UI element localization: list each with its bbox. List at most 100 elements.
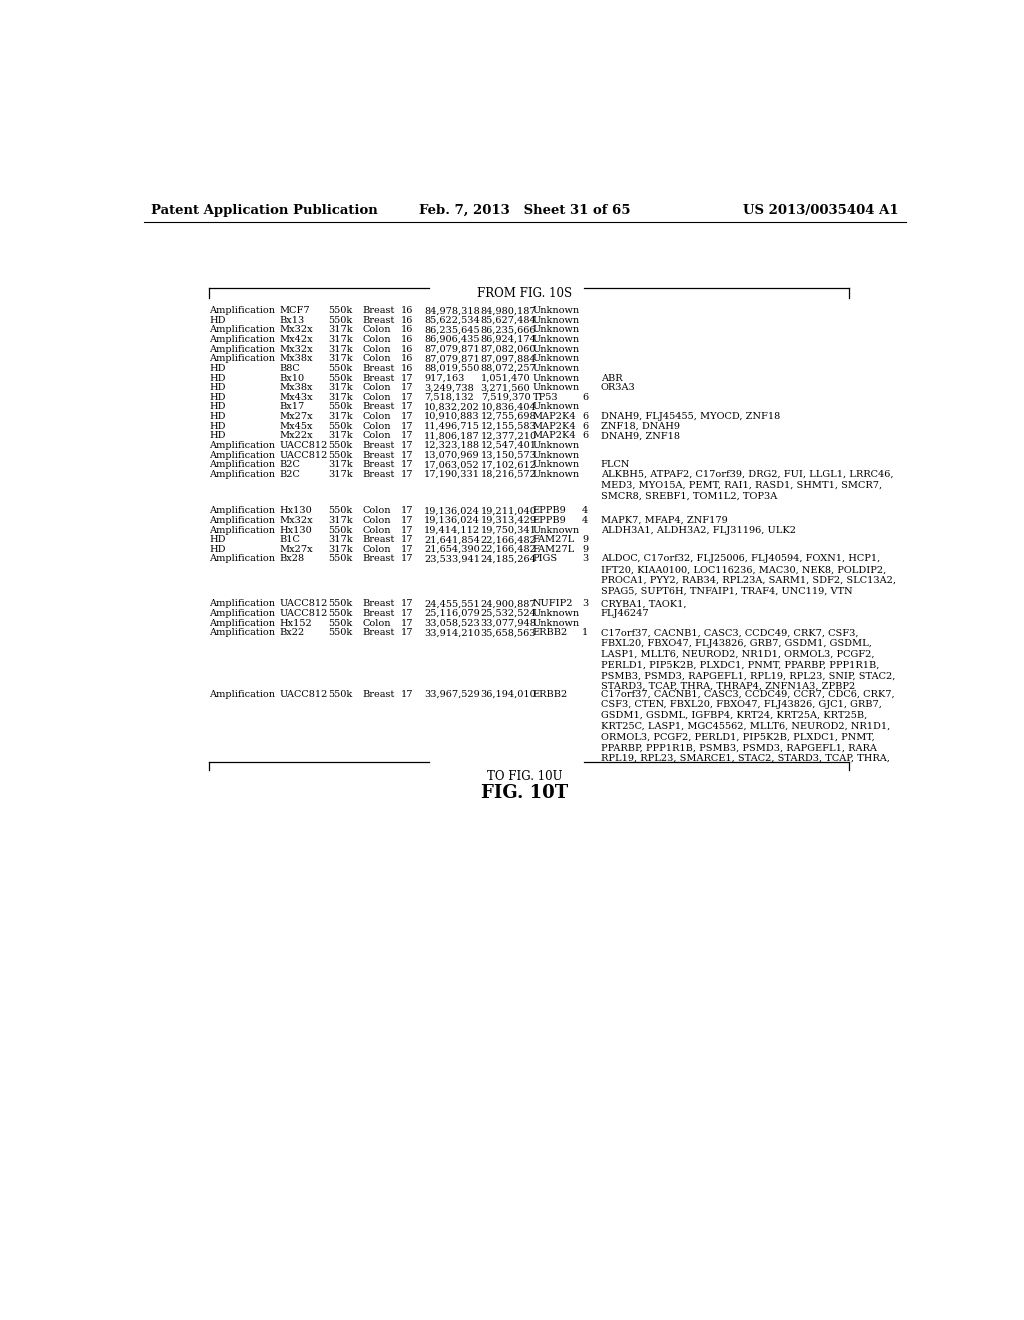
Text: HD: HD — [209, 383, 226, 392]
Text: Amplification: Amplification — [209, 619, 275, 627]
Text: Colon: Colon — [362, 422, 390, 430]
Text: Breast: Breast — [362, 689, 394, 698]
Text: Colon: Colon — [362, 619, 390, 627]
Text: 17: 17 — [400, 535, 414, 544]
Text: Breast: Breast — [362, 315, 394, 325]
Text: Breast: Breast — [362, 450, 394, 459]
Text: 317k: 317k — [328, 432, 352, 441]
Text: 550k: 550k — [328, 599, 352, 609]
Text: 3: 3 — [583, 599, 589, 609]
Text: 317k: 317k — [328, 354, 352, 363]
Text: Hx152: Hx152 — [280, 619, 312, 627]
Text: 9: 9 — [583, 535, 588, 544]
Text: 86,235,645: 86,235,645 — [424, 326, 479, 334]
Text: 12,755,698: 12,755,698 — [480, 412, 537, 421]
Text: 22,166,482: 22,166,482 — [480, 535, 537, 544]
Text: MAP2K4: MAP2K4 — [532, 432, 577, 441]
Text: 12,323,188: 12,323,188 — [424, 441, 480, 450]
Text: 3: 3 — [583, 554, 589, 564]
Text: 84,980,187: 84,980,187 — [480, 306, 537, 315]
Text: Colon: Colon — [362, 412, 390, 421]
Text: 17: 17 — [400, 432, 414, 441]
Text: 19,136,024: 19,136,024 — [424, 507, 480, 515]
Text: 87,097,884: 87,097,884 — [480, 354, 537, 363]
Text: 6: 6 — [583, 422, 588, 430]
Text: 550k: 550k — [328, 554, 352, 564]
Text: Mx38x: Mx38x — [280, 383, 312, 392]
Text: 317k: 317k — [328, 470, 352, 479]
Text: 17: 17 — [400, 393, 414, 401]
Text: Amplification: Amplification — [209, 554, 275, 564]
Text: B2C: B2C — [280, 470, 300, 479]
Text: HD: HD — [209, 432, 226, 441]
Text: Bx22: Bx22 — [280, 628, 304, 638]
Text: 550k: 550k — [328, 306, 352, 315]
Text: 17: 17 — [400, 422, 414, 430]
Text: C17orf37, CACNB1, CASC3, CCDC49, CRK7, CSF3,
FBXL20, FBXO47, FLJ43826, GRB7, GSD: C17orf37, CACNB1, CASC3, CCDC49, CRK7, C… — [601, 628, 895, 690]
Text: Breast: Breast — [362, 554, 394, 564]
Text: Colon: Colon — [362, 383, 390, 392]
Text: Amplification: Amplification — [209, 441, 275, 450]
Text: 3,271,560: 3,271,560 — [480, 383, 530, 392]
Text: Bx17: Bx17 — [280, 403, 304, 412]
Text: Breast: Breast — [362, 374, 394, 383]
Text: Mx32x: Mx32x — [280, 345, 312, 354]
Text: HD: HD — [209, 374, 226, 383]
Text: 317k: 317k — [328, 545, 352, 554]
Text: ERBB2: ERBB2 — [532, 628, 567, 638]
Text: Mx43x: Mx43x — [280, 393, 312, 401]
Text: Colon: Colon — [362, 326, 390, 334]
Text: 17: 17 — [400, 470, 414, 479]
Text: Amplification: Amplification — [209, 461, 275, 469]
Text: 35,658,563: 35,658,563 — [480, 628, 537, 638]
Text: ALDOC, C17orf32, FLJ25006, FLJ40594, FOXN1, HCP1,
IFT20, KIAA0100, LOC116236, MA: ALDOC, C17orf32, FLJ25006, FLJ40594, FOX… — [601, 554, 896, 595]
Text: HD: HD — [209, 535, 226, 544]
Text: Unknown: Unknown — [532, 364, 580, 374]
Text: 16: 16 — [400, 354, 413, 363]
Text: 17: 17 — [400, 374, 414, 383]
Text: Mx22x: Mx22x — [280, 432, 312, 441]
Text: Amplification: Amplification — [209, 507, 275, 515]
Text: 1: 1 — [583, 628, 589, 638]
Text: 88,072,257: 88,072,257 — [480, 364, 537, 374]
Text: Unknown: Unknown — [532, 619, 580, 627]
Text: ERBB2: ERBB2 — [532, 689, 567, 698]
Text: Feb. 7, 2013   Sheet 31 of 65: Feb. 7, 2013 Sheet 31 of 65 — [419, 205, 631, 218]
Text: 36,194,010: 36,194,010 — [480, 689, 537, 698]
Text: Unknown: Unknown — [532, 374, 580, 383]
Text: Amplification: Amplification — [209, 470, 275, 479]
Text: HD: HD — [209, 315, 226, 325]
Text: 25,532,524: 25,532,524 — [480, 609, 537, 618]
Text: 87,079,871: 87,079,871 — [424, 345, 480, 354]
Text: HD: HD — [209, 422, 226, 430]
Text: 550k: 550k — [328, 364, 352, 374]
Text: Unknown: Unknown — [532, 345, 580, 354]
Text: 11,806,187: 11,806,187 — [424, 432, 480, 441]
Text: 86,906,435: 86,906,435 — [424, 335, 479, 345]
Text: Colon: Colon — [362, 516, 390, 525]
Text: Mx32x: Mx32x — [280, 516, 312, 525]
Text: Colon: Colon — [362, 345, 390, 354]
Text: Breast: Breast — [362, 470, 394, 479]
Text: EPPB9: EPPB9 — [532, 507, 566, 515]
Text: 550k: 550k — [328, 374, 352, 383]
Text: MCF7: MCF7 — [280, 306, 309, 315]
Text: 317k: 317k — [328, 383, 352, 392]
Text: Colon: Colon — [362, 432, 390, 441]
Text: 17: 17 — [400, 441, 414, 450]
Text: 6: 6 — [583, 412, 588, 421]
Text: Amplification: Amplification — [209, 516, 275, 525]
Text: 317k: 317k — [328, 345, 352, 354]
Text: Unknown: Unknown — [532, 354, 580, 363]
Text: 4: 4 — [583, 507, 589, 515]
Text: FAM27L: FAM27L — [532, 545, 574, 554]
Text: Mx38x: Mx38x — [280, 354, 312, 363]
Text: ABR: ABR — [601, 374, 623, 383]
Text: 7,518,132: 7,518,132 — [424, 393, 474, 401]
Text: MAP2K4: MAP2K4 — [532, 412, 577, 421]
Text: Amplification: Amplification — [209, 306, 275, 315]
Text: FLCN: FLCN — [601, 461, 630, 469]
Text: 18,216,572: 18,216,572 — [480, 470, 537, 479]
Text: ALDH3A1, ALDH3A2, FLJ31196, ULK2: ALDH3A1, ALDH3A2, FLJ31196, ULK2 — [601, 525, 796, 535]
Text: MAP2K4: MAP2K4 — [532, 422, 577, 430]
